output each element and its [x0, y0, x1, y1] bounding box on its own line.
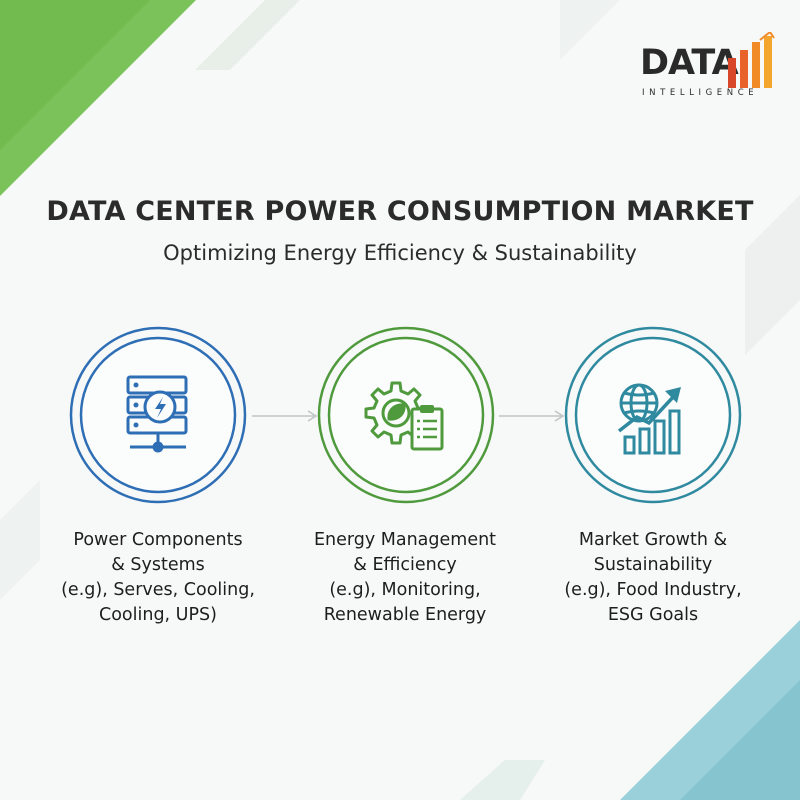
step-label-line: Energy Management [313, 530, 497, 550]
step-power-components-circle [68, 325, 248, 505]
logo-bars-icon [728, 32, 775, 88]
gear-leaf-clipboard-icon [364, 381, 444, 451]
globe-growth-chart-icon [617, 383, 681, 455]
step-market-growth-circle [563, 325, 743, 505]
data-intelligence-logo[interactable]: DATA INTELLIGENCE [640, 20, 780, 100]
step-label-line: Renewable Energy [323, 605, 487, 625]
step-label-line: Market Growth & [578, 530, 728, 550]
step-label-line: & Systems [111, 555, 205, 575]
arrow-right-icon [499, 410, 565, 422]
step-label-market-growth: Market Growth & Sustainability (e.g), Fo… [538, 528, 768, 628]
logo-tagline: INTELLIGENCE [642, 88, 759, 98]
step-label-line: (e.g), Food Industry, [564, 580, 742, 600]
page-subtitle: Optimizing Energy Efficiency & Sustainab… [163, 241, 637, 265]
step-energy-management-circle [316, 325, 496, 505]
step-label-line: & Efficiency [353, 555, 457, 575]
server-power-icon [126, 375, 188, 453]
step-label-energy-management: Energy Management & Efficiency (e.g), Mo… [290, 528, 520, 628]
step-label-line: (e.g), Monitoring, [329, 580, 481, 600]
step-label-line: (e.g), Serves, Cooling, [61, 580, 255, 600]
step-label-line: Cooling, UPS) [99, 605, 217, 625]
page-title: DATA CENTER POWER CONSUMPTION MARKET [46, 196, 754, 227]
step-label-power-components: Power Components & Systems (e.g), Serves… [43, 528, 273, 628]
arrow-right-icon [252, 410, 318, 422]
step-label-line: ESG Goals [607, 605, 699, 625]
step-label-line: Sustainability [593, 555, 713, 575]
logo-word: DATA [640, 43, 739, 83]
step-label-line: Power Components [73, 530, 243, 550]
